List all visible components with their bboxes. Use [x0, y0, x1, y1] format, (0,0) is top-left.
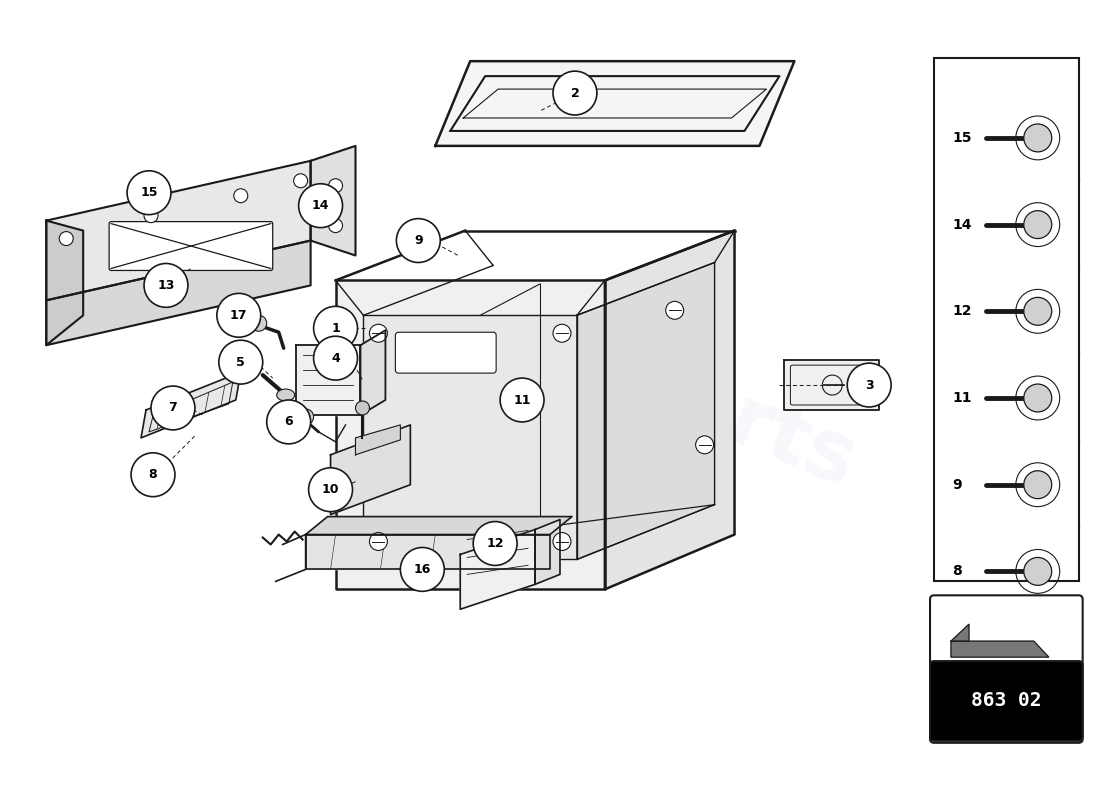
Circle shape — [400, 547, 444, 591]
Text: 16: 16 — [414, 563, 431, 576]
Circle shape — [666, 302, 684, 319]
Text: 7: 7 — [168, 402, 177, 414]
Polygon shape — [331, 425, 410, 514]
Text: 14: 14 — [952, 218, 971, 232]
Circle shape — [329, 218, 342, 233]
Polygon shape — [436, 61, 794, 146]
Polygon shape — [306, 534, 550, 570]
Polygon shape — [296, 345, 361, 415]
Circle shape — [294, 174, 308, 188]
Text: 2: 2 — [571, 86, 580, 99]
Text: europarts: europarts — [410, 256, 869, 504]
Circle shape — [370, 533, 387, 550]
Circle shape — [298, 184, 342, 228]
Circle shape — [695, 436, 714, 454]
Text: 15: 15 — [141, 186, 157, 199]
Text: 9: 9 — [952, 478, 961, 492]
Text: 3: 3 — [865, 378, 873, 391]
Circle shape — [314, 336, 358, 380]
FancyBboxPatch shape — [934, 58, 1079, 582]
Circle shape — [266, 400, 310, 444]
Polygon shape — [46, 221, 84, 345]
Text: 15: 15 — [952, 131, 971, 145]
Polygon shape — [336, 281, 605, 590]
Circle shape — [298, 409, 314, 425]
Polygon shape — [576, 262, 715, 559]
Circle shape — [234, 189, 248, 202]
Text: 11: 11 — [952, 391, 971, 405]
FancyBboxPatch shape — [109, 222, 273, 270]
Circle shape — [1024, 558, 1052, 586]
FancyBboxPatch shape — [930, 661, 1082, 741]
Circle shape — [1024, 384, 1052, 412]
Polygon shape — [46, 161, 310, 300]
Text: 13: 13 — [157, 279, 175, 292]
Circle shape — [314, 306, 358, 350]
Polygon shape — [535, 519, 560, 584]
FancyBboxPatch shape — [395, 332, 496, 373]
Circle shape — [355, 401, 370, 415]
Polygon shape — [952, 624, 969, 641]
Circle shape — [1024, 298, 1052, 326]
Text: 4: 4 — [331, 352, 340, 365]
Circle shape — [1024, 124, 1052, 152]
Text: 5: 5 — [236, 356, 245, 369]
Text: 12: 12 — [486, 537, 504, 550]
Polygon shape — [306, 517, 572, 534]
Circle shape — [847, 363, 891, 407]
Circle shape — [1024, 210, 1052, 238]
Text: 11: 11 — [514, 394, 531, 406]
Ellipse shape — [277, 389, 295, 401]
Circle shape — [553, 533, 571, 550]
Polygon shape — [310, 146, 355, 255]
Polygon shape — [460, 530, 535, 610]
Polygon shape — [605, 230, 735, 590]
Text: 9: 9 — [414, 234, 422, 247]
Circle shape — [473, 522, 517, 566]
Polygon shape — [46, 241, 310, 345]
FancyBboxPatch shape — [930, 595, 1082, 743]
Polygon shape — [361, 330, 385, 415]
Polygon shape — [784, 360, 879, 410]
Text: 8: 8 — [952, 565, 961, 578]
Polygon shape — [141, 372, 241, 438]
Circle shape — [219, 340, 263, 384]
Circle shape — [144, 263, 188, 307]
Circle shape — [309, 468, 352, 512]
Circle shape — [251, 315, 266, 331]
Polygon shape — [355, 425, 400, 455]
Circle shape — [128, 170, 170, 214]
Text: 1: 1 — [331, 322, 340, 334]
Circle shape — [144, 209, 158, 222]
Circle shape — [500, 378, 544, 422]
Text: a passion for Automotive since 1985: a passion for Automotive since 1985 — [460, 446, 701, 554]
Polygon shape — [952, 641, 1048, 657]
Text: 17: 17 — [230, 309, 248, 322]
Text: 10: 10 — [322, 483, 339, 496]
Circle shape — [553, 71, 597, 115]
Text: 8: 8 — [148, 468, 157, 482]
Polygon shape — [363, 315, 576, 559]
Circle shape — [217, 294, 261, 338]
Circle shape — [553, 324, 571, 342]
Text: 14: 14 — [311, 199, 329, 212]
Circle shape — [1024, 470, 1052, 498]
Circle shape — [151, 386, 195, 430]
Circle shape — [396, 218, 440, 262]
Text: 863 02: 863 02 — [971, 691, 1042, 710]
Text: 6: 6 — [284, 415, 293, 429]
Circle shape — [370, 324, 387, 342]
Circle shape — [59, 231, 74, 246]
Text: 12: 12 — [952, 304, 971, 318]
Circle shape — [329, 178, 342, 193]
Circle shape — [131, 453, 175, 497]
